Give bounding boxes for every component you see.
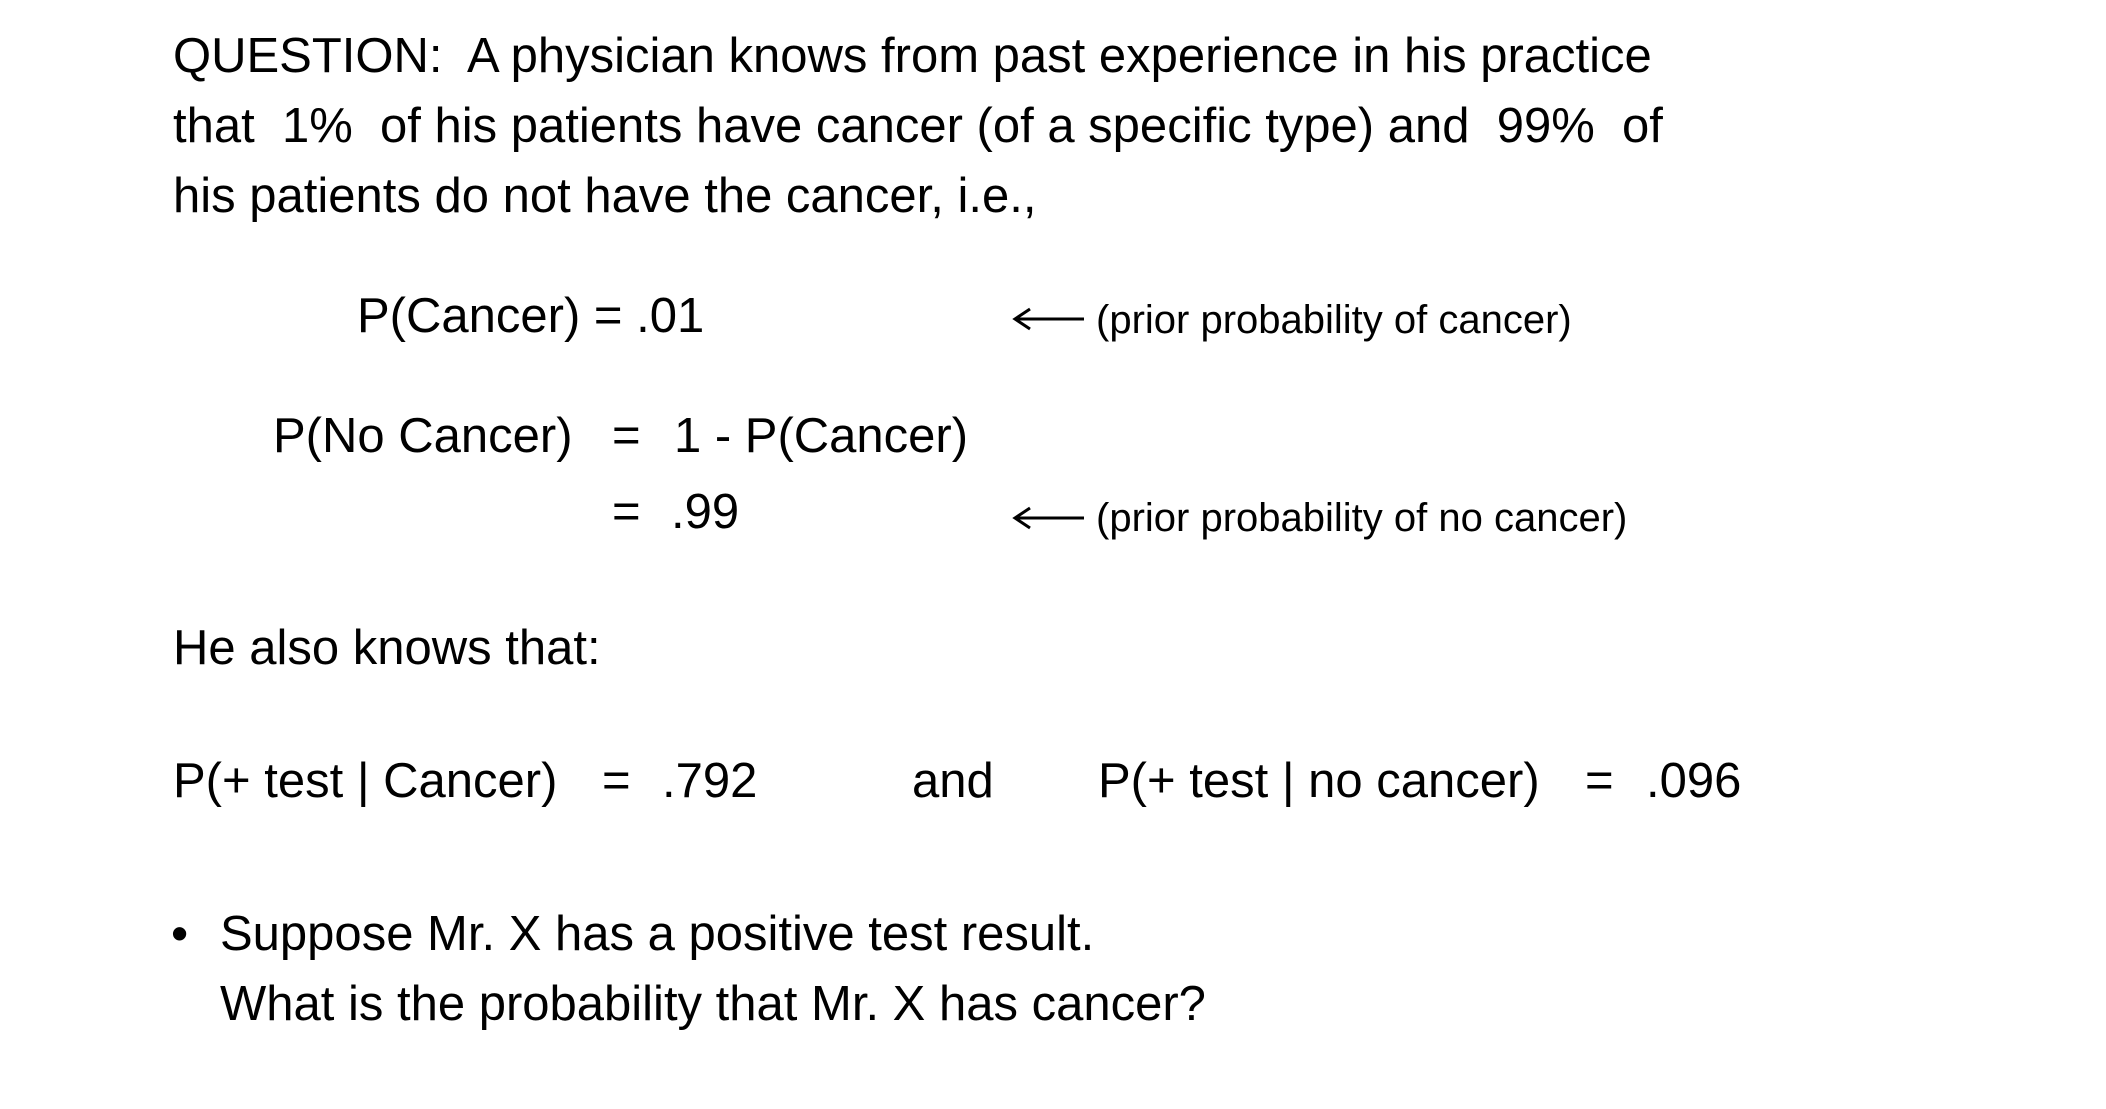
left-arrow-icon <box>1012 306 1084 332</box>
prior-no-cancer-equals-2: = <box>612 485 641 539</box>
prior-no-cancer-lhs: P(No Cancer) <box>273 409 573 463</box>
likelihood-no-cancer-equals: = <box>1585 754 1614 808</box>
prior-no-cancer-note: (prior probability of no cancer) <box>1096 496 1628 540</box>
prior-cancer-note: (prior probability of cancer) <box>1096 298 1572 342</box>
also-knows-heading: He also knows that: <box>173 621 601 675</box>
likelihood-cancer-value: .792 <box>662 754 758 808</box>
likelihood-no-cancer-lhs: P(+ test | no cancer) <box>1098 754 1540 808</box>
prior-no-cancer-rhs-2: .99 <box>671 485 740 539</box>
question-line-3: his patients do not have the cancer, i.e… <box>173 169 1037 223</box>
prior-no-cancer-rhs-1: 1 - P(Cancer) <box>674 409 969 463</box>
likelihood-cancer-equals: = <box>602 754 631 808</box>
bullet-icon: • <box>171 907 189 961</box>
prior-no-cancer-equals-1: = <box>612 409 641 463</box>
bullet-line-2: What is the probability that Mr. X has c… <box>220 977 1206 1031</box>
prior-cancer-equation: P(Cancer) = .01 <box>357 289 705 343</box>
likelihood-cancer-lhs: P(+ test | Cancer) <box>173 754 558 808</box>
likelihood-no-cancer-value: .096 <box>1646 754 1742 808</box>
likelihood-conjunction: and <box>912 754 994 808</box>
bullet-line-1: Suppose Mr. X has a positive test result… <box>220 907 1095 961</box>
question-line-2: that 1% of his patients have cancer (of … <box>173 99 1663 153</box>
question-line-1: QUESTION: A physician knows from past ex… <box>173 29 1652 83</box>
left-arrow-icon <box>1012 505 1084 531</box>
